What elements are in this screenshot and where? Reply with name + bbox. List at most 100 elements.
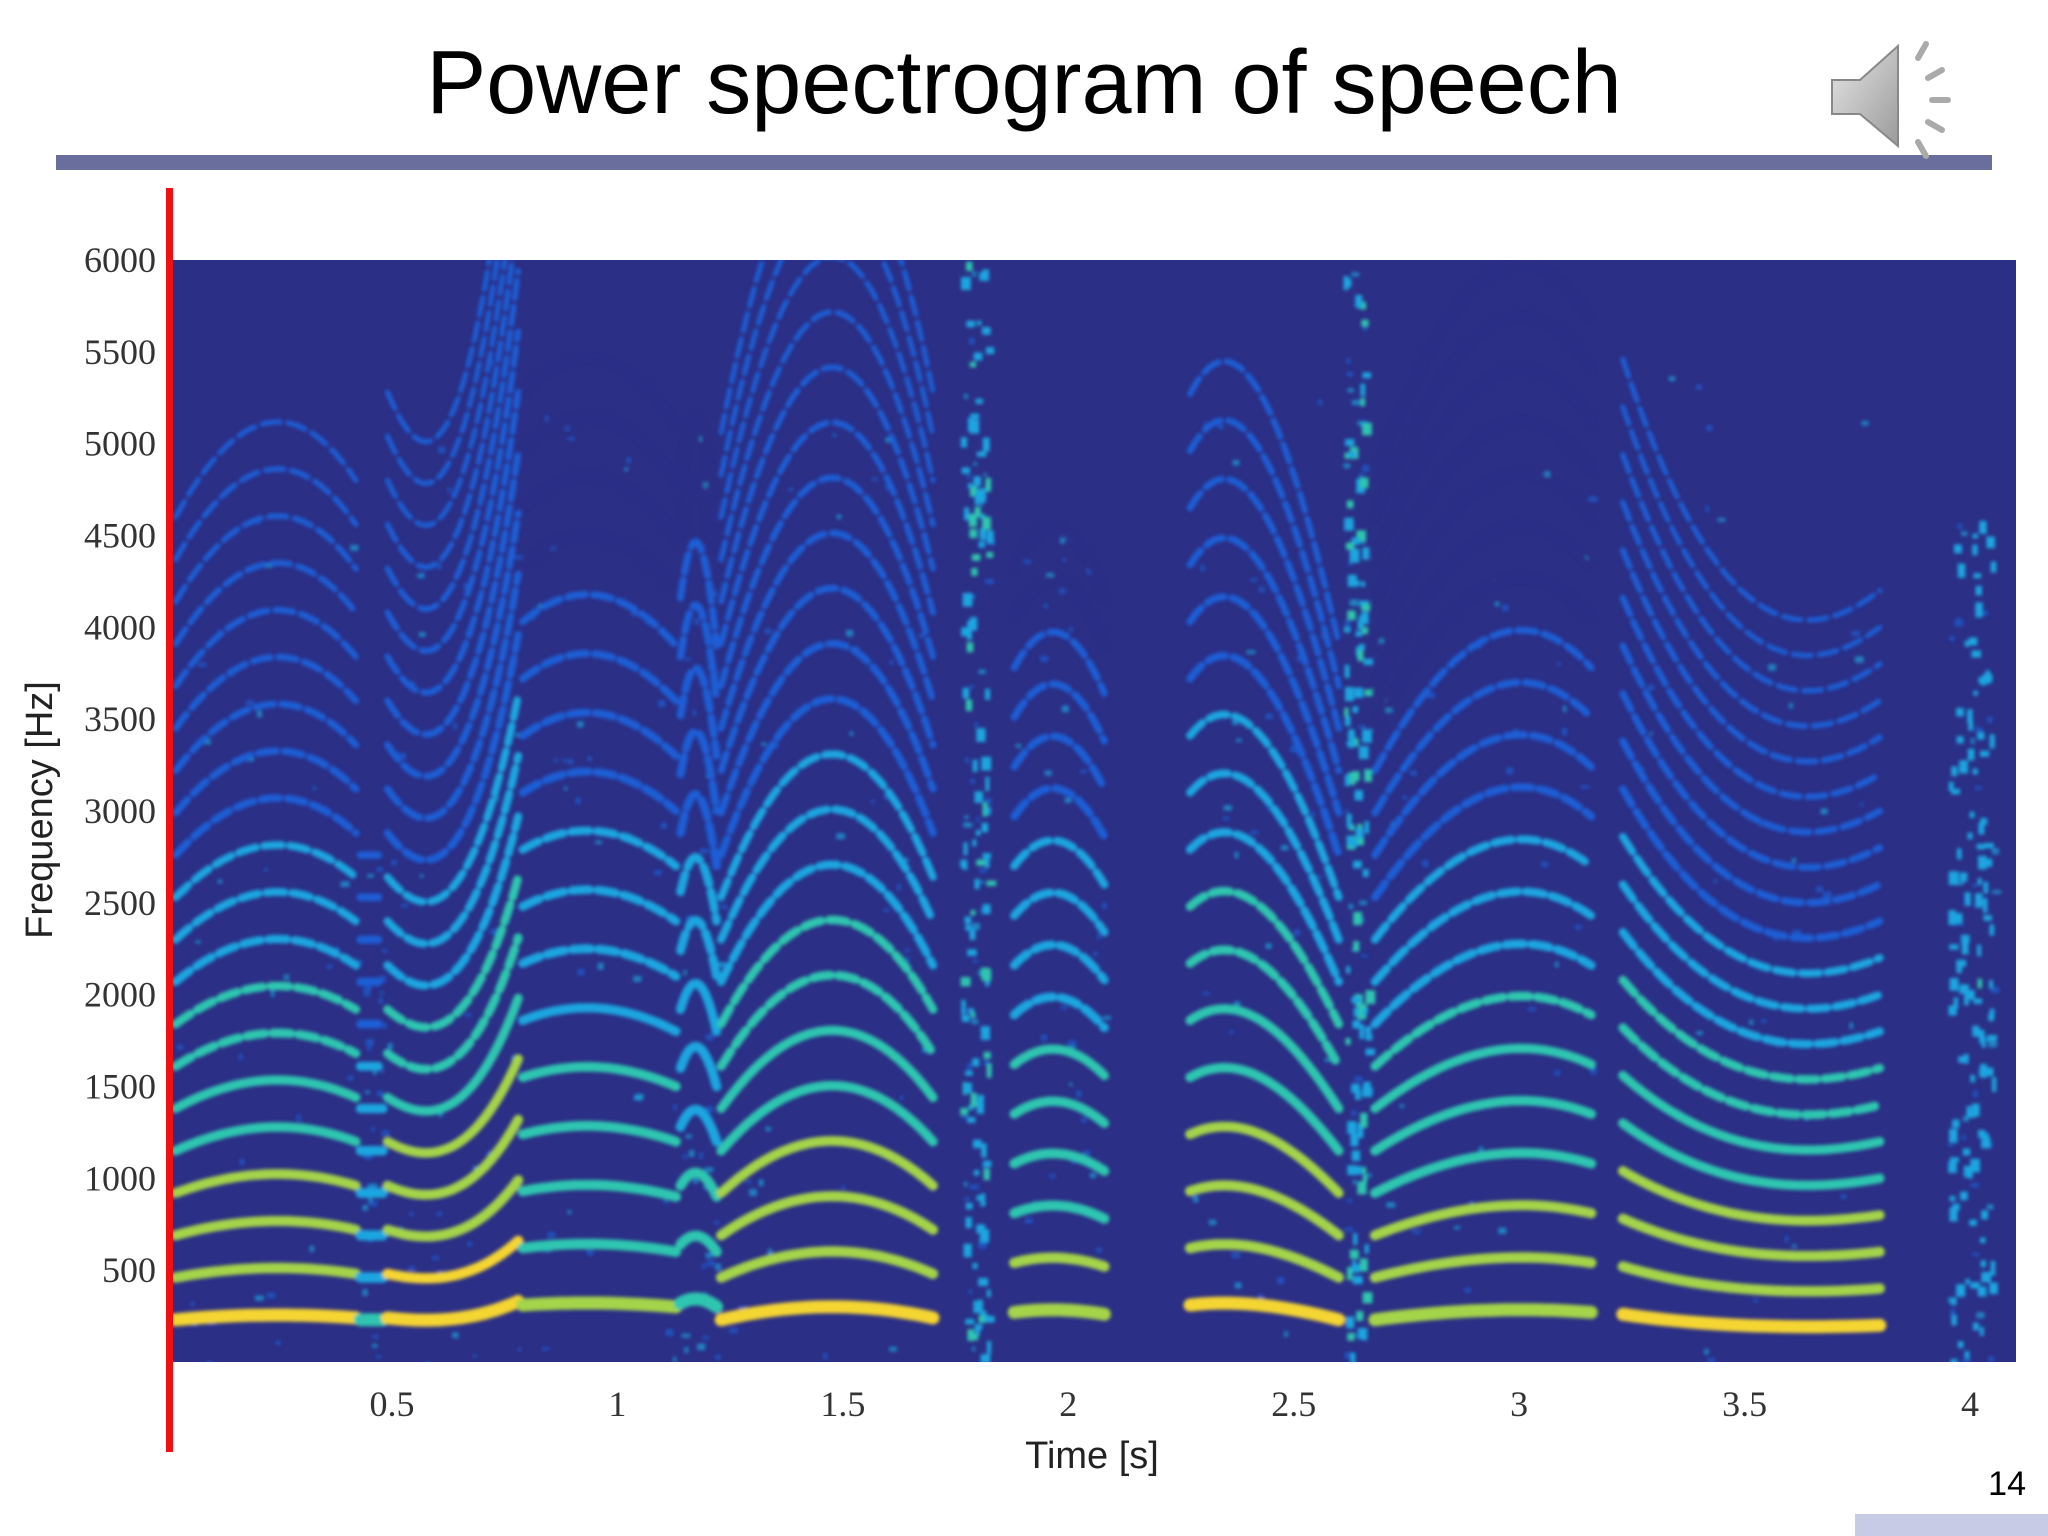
noise-burst-cell <box>1365 990 1376 1005</box>
noise-burst-cell <box>1360 1112 1368 1128</box>
spectrogram-speck <box>699 848 709 854</box>
noise-burst-cell <box>967 483 973 489</box>
noise-burst-cell <box>1365 1026 1371 1033</box>
noise-burst-cell <box>1982 858 1993 867</box>
spectrogram-speck <box>1358 1018 1362 1022</box>
spectrogram-speck <box>1049 1174 1056 1178</box>
harmonic-line <box>716 1136 938 1198</box>
spectrogram-speck <box>1859 802 1864 806</box>
x-axis: 0.5 1 1.5 2 2.5 3 3.5 4 <box>370 1384 1980 1424</box>
harmonic-line <box>676 852 721 926</box>
noise-burst-cell <box>1351 996 1361 1004</box>
speaker-volume-icon[interactable] <box>1820 30 1970 160</box>
noise-burst-cell <box>1989 924 1995 936</box>
spectrogram-speck <box>575 797 581 805</box>
harmonic-line <box>173 606 359 690</box>
harmonic-line <box>1186 417 1342 690</box>
harmonic-line <box>1011 524 1108 601</box>
harmonic-line <box>1619 642 1884 836</box>
spectrogram-speck <box>979 908 985 913</box>
spectrogram-speck <box>452 1332 459 1339</box>
noise-burst-cell <box>1353 911 1363 926</box>
harmonic-line <box>383 751 523 948</box>
noise-burst-cell <box>1348 729 1355 743</box>
spectrogram-speck <box>1706 425 1713 432</box>
spectrogram-speck <box>1250 830 1259 835</box>
spectrogram-speck <box>706 1260 715 1267</box>
harmonic-line <box>173 934 361 986</box>
harmonic-line <box>517 1120 681 1147</box>
noise-burst-cell <box>1979 750 1990 757</box>
noise-burst-cell <box>1983 915 1992 921</box>
spectrogram-speck <box>1988 1041 1998 1048</box>
harmonic-line <box>675 1167 722 1202</box>
spectrogram-speck <box>562 758 566 763</box>
noise-burst-cell <box>982 802 988 817</box>
noise-burst-cell <box>1355 1090 1361 1100</box>
noise-burst-cell <box>1969 811 1975 819</box>
noise-burst-cell <box>1968 1112 1976 1118</box>
spectrogram-speck <box>978 669 986 674</box>
noise-burst-cell <box>1957 1341 1964 1349</box>
noise-burst-cell <box>1348 502 1353 508</box>
noise-burst-cell <box>983 1051 991 1059</box>
spectrogram-speck <box>749 1189 757 1196</box>
noise-burst-cell <box>1990 1260 1996 1276</box>
noise-burst-cell <box>1345 542 1355 550</box>
spectrogram-speck <box>1068 627 1074 632</box>
spectrogram-speck <box>1822 891 1832 899</box>
spectrogram-speck <box>964 1196 970 1201</box>
harmonic-line <box>718 474 937 690</box>
harmonic-line <box>1007 1303 1111 1321</box>
noise-burst-cell <box>1985 1067 1994 1077</box>
spectrogram-speck <box>515 733 520 738</box>
noise-burst-cell <box>1348 736 1355 748</box>
spectrogram-speck <box>381 949 388 953</box>
spectrogram-speck <box>1344 620 1351 628</box>
spectrogram-speck <box>1696 1031 1703 1036</box>
harmonic-line <box>1183 1296 1346 1327</box>
harmonic-line <box>1618 832 1884 978</box>
noise-burst-cell <box>969 485 977 497</box>
harmonic-line <box>173 1308 363 1327</box>
harmonic-line <box>518 708 680 760</box>
harmonic-line <box>517 1179 682 1202</box>
noise-burst-cell <box>1949 1157 1959 1163</box>
spectrogram-speck <box>849 731 854 736</box>
harmonic-line <box>383 872 523 1032</box>
playback-cursor-line[interactable] <box>166 188 173 1452</box>
spectrogram-speck <box>1015 744 1022 748</box>
harmonic-line <box>1009 940 1109 985</box>
noise-burst-cell <box>1979 526 1987 534</box>
spectrogram-speck <box>1040 1034 1047 1041</box>
spectrogram-speck <box>1232 460 1240 466</box>
spectrogram-speck <box>1345 1227 1353 1232</box>
harmonic-line <box>1009 1200 1110 1224</box>
spectrogram-speck <box>1324 1058 1333 1062</box>
spectrogram-speck <box>1988 1356 1995 1362</box>
noise-burst-cell <box>1954 544 1962 554</box>
spectrogram-speck <box>1089 1172 1097 1178</box>
spectrogram-speck <box>1422 860 1429 867</box>
spectrogram-speck <box>416 573 425 578</box>
harmonic-line <box>1371 470 1595 647</box>
spectrogram-speck <box>564 426 571 431</box>
harmonic-line <box>516 1296 683 1314</box>
noise-burst-cell <box>1364 1244 1369 1254</box>
spectrogram-speck <box>1717 518 1726 522</box>
spectrogram-speck <box>978 1242 987 1249</box>
noise-burst-cell <box>985 806 991 815</box>
harmonic-line <box>677 412 720 539</box>
spectrogram-speck <box>195 940 201 944</box>
spectrogram-speck <box>1061 705 1069 713</box>
spectrogram-speck <box>1453 1226 1461 1230</box>
noise-burst-cell <box>978 541 985 548</box>
spectrogram-speck <box>365 1039 374 1046</box>
harmonic-line <box>173 560 359 647</box>
noise-burst-cell <box>961 276 971 290</box>
noise-burst-cell <box>1964 1351 1970 1359</box>
spectrogram-speck <box>382 1023 387 1029</box>
noise-burst-cell <box>1346 1316 1355 1329</box>
spectrogram-speck <box>1265 713 1273 720</box>
harmonic-line <box>381 1294 525 1327</box>
